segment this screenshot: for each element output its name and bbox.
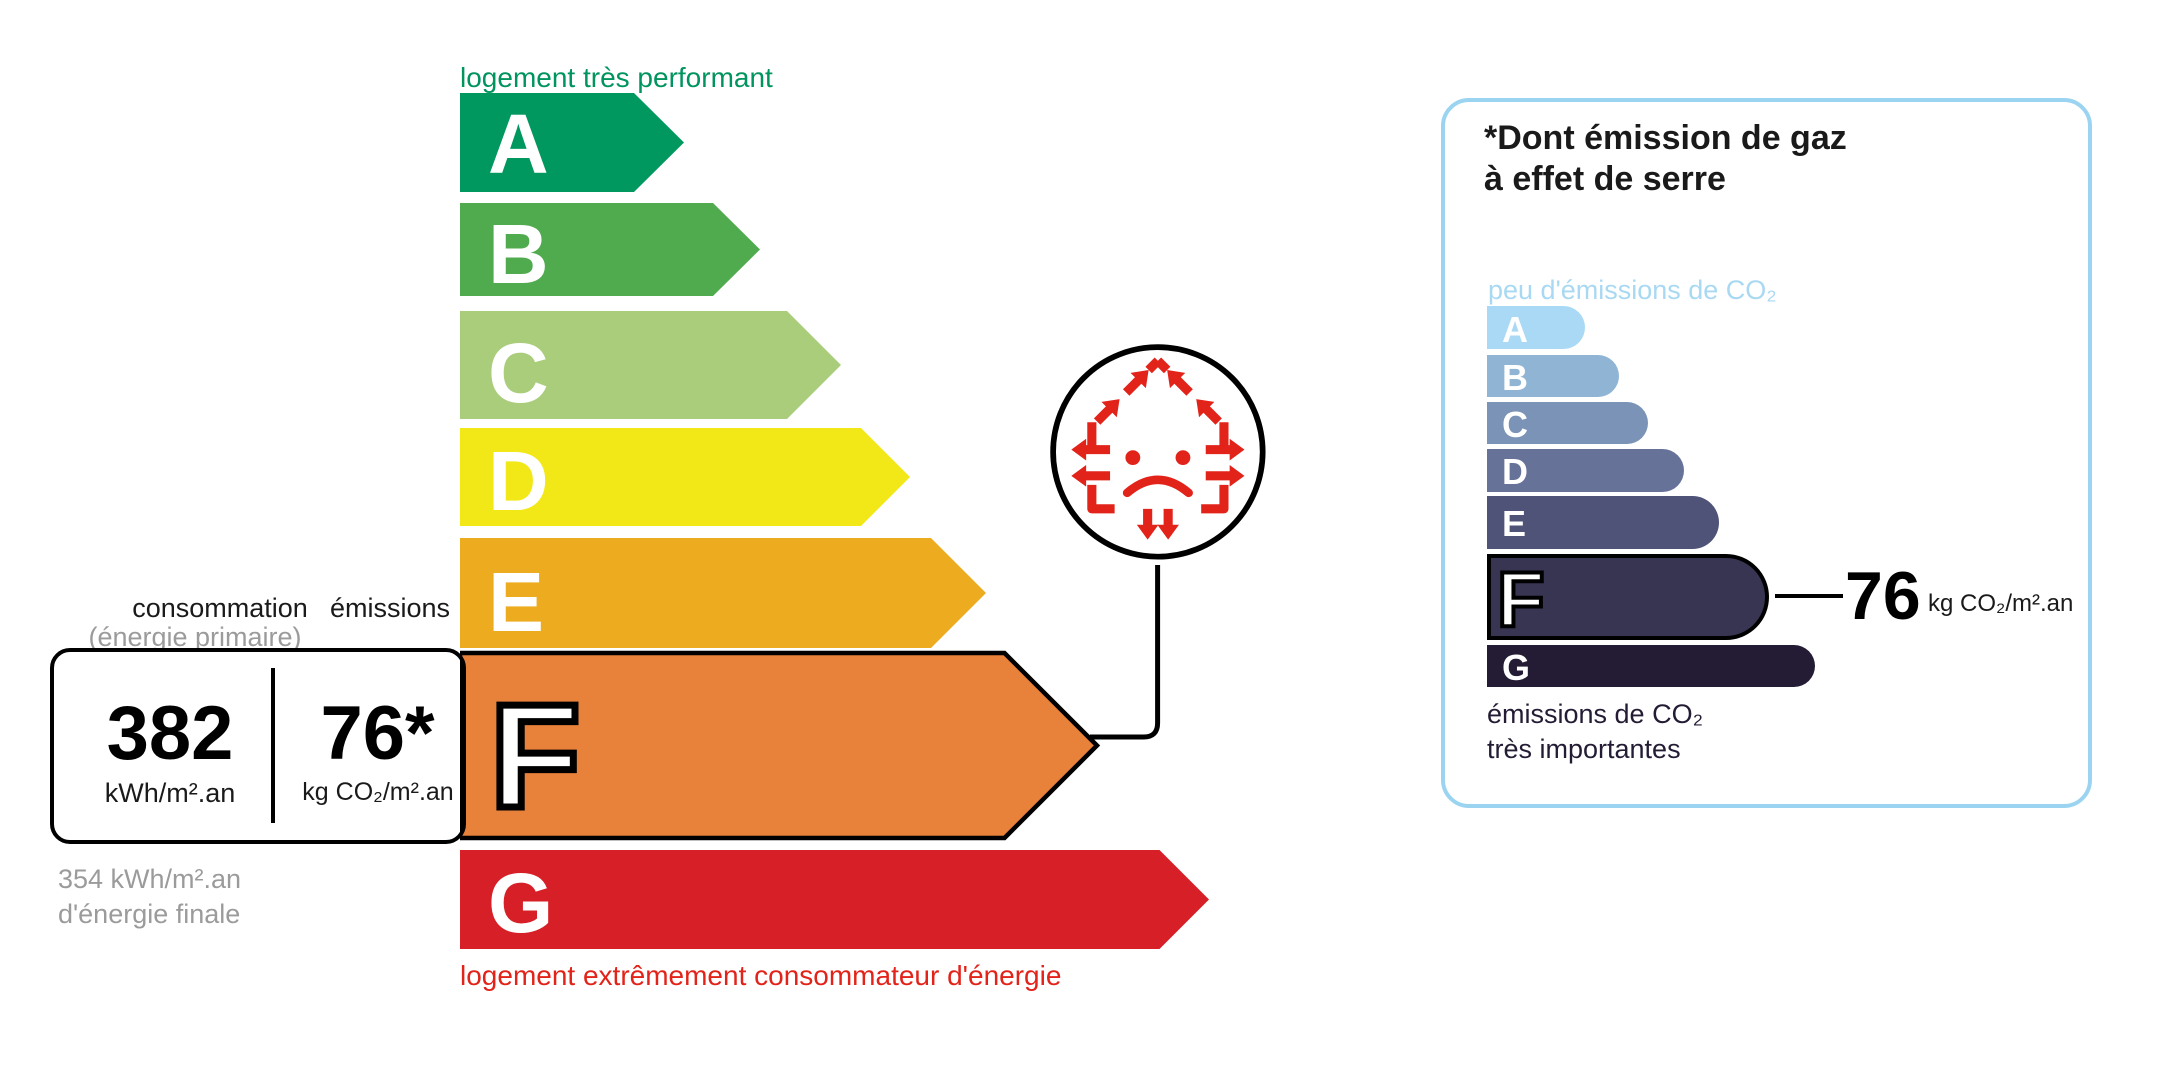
svg-text:G: G xyxy=(488,856,553,949)
svg-text:F: F xyxy=(490,674,580,839)
svg-text:E: E xyxy=(488,555,544,649)
svg-text:B: B xyxy=(488,207,549,301)
svg-text:D: D xyxy=(488,434,549,528)
svg-text:F: F xyxy=(1497,558,1545,640)
svg-text:A: A xyxy=(488,97,549,191)
svg-text:C: C xyxy=(488,326,549,420)
